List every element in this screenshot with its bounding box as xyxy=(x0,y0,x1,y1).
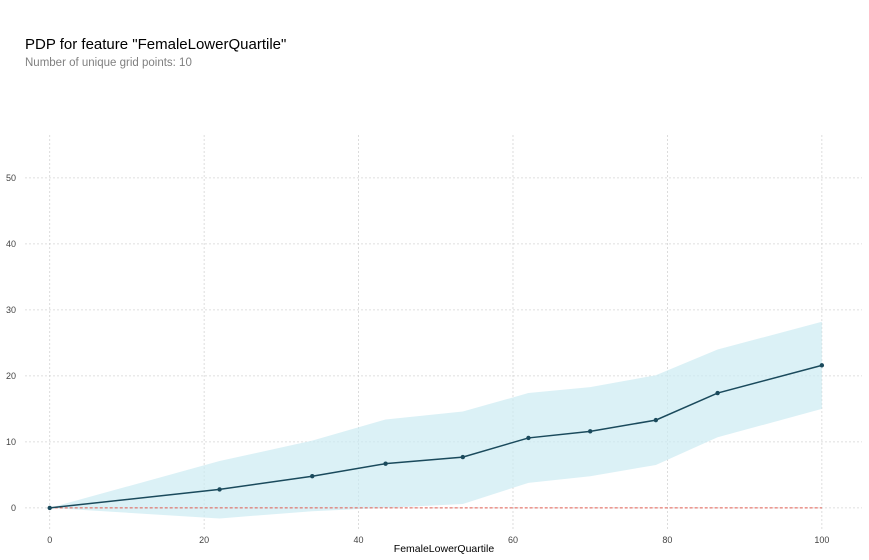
y-tick-label: 30 xyxy=(6,305,16,315)
x-tick-label: 100 xyxy=(814,535,829,545)
x-axis-label: FemaleLowerQuartile xyxy=(394,543,495,555)
confidence-band xyxy=(49,321,822,519)
x-tick-label: 80 xyxy=(662,535,672,545)
x-tick-label: 40 xyxy=(354,535,364,545)
pdp-point xyxy=(819,363,825,368)
y-tick-label: 50 xyxy=(6,173,16,183)
x-tick-label: 0 xyxy=(47,535,52,545)
pdp-point xyxy=(383,461,388,466)
pdp-point xyxy=(588,429,593,434)
pdp-point xyxy=(47,505,52,511)
pdp-series xyxy=(47,363,825,511)
y-tick-label: 0 xyxy=(11,503,16,513)
y-tick-label: 40 xyxy=(6,239,16,249)
chart-title: PDP for feature "FemaleLowerQuartile" xyxy=(25,36,287,53)
y-tick-label: 20 xyxy=(6,371,16,381)
pdp-point xyxy=(310,474,315,479)
pdp-point xyxy=(653,417,659,423)
pdp-point xyxy=(715,390,720,396)
tick-labels: 0 20 40 60 80 100 0 10 20 30 40 50 xyxy=(6,173,829,545)
pdp-point xyxy=(460,454,466,460)
chart-subtitle: Number of unique grid points: 10 xyxy=(25,57,192,69)
pdp-point xyxy=(217,487,222,492)
confidence-band-area xyxy=(49,321,822,519)
y-tick-label: 10 xyxy=(6,437,16,447)
x-tick-label: 20 xyxy=(199,535,209,545)
x-tick-label: 60 xyxy=(508,535,518,545)
pdp-line xyxy=(49,364,823,509)
pdp-point xyxy=(526,435,531,441)
